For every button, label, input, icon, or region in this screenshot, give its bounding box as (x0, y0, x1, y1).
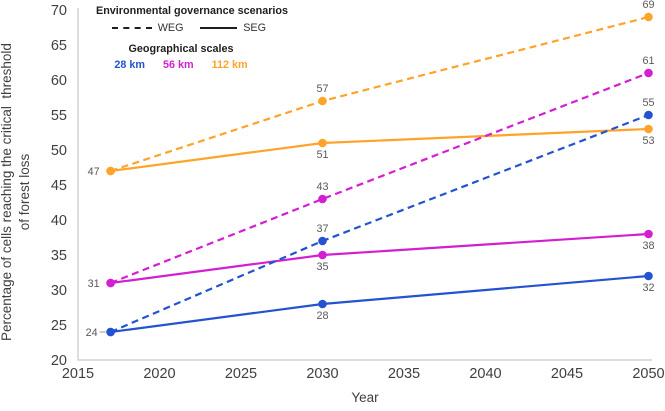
y-tick-25: 25 (51, 318, 67, 334)
y-axis-title: Percentage of cells reaching the critica… (0, 12, 38, 372)
weg-label: WEG (157, 22, 184, 34)
data-point (644, 68, 653, 78)
y-tick-70: 70 (51, 3, 67, 19)
y-tick-45: 45 (51, 178, 67, 194)
scale-item-28-km: 28 km (114, 59, 145, 71)
data-point (318, 138, 327, 148)
data-point (644, 110, 653, 120)
legend-governance-title: Environmental governance scenarios (96, 5, 289, 17)
series-line (110, 127, 649, 173)
data-label: 38 (642, 240, 654, 252)
data-label: 61 (642, 55, 654, 67)
y-tick-50: 50 (51, 143, 67, 159)
y-axis-title-line1: Percentage of cells reaching the critica… (0, 43, 14, 341)
series-56-km-seg: 31 35 38 (88, 229, 655, 290)
data-label: 37 (316, 223, 328, 235)
data-label: 35 (316, 261, 328, 273)
data-label: 57 (316, 83, 328, 95)
data-label: 51 (316, 149, 328, 161)
data-label: 43 (316, 181, 328, 193)
legend-scales-row: 28 km 56 km 112 km (96, 59, 266, 71)
data-label: 55 (642, 97, 654, 109)
data-label: 32 (642, 282, 654, 294)
y-tick-30: 30 (51, 283, 67, 299)
scale-item-112-km: 112 km (211, 59, 248, 71)
series-line (110, 274, 649, 334)
x-tick-2050: 2050 (632, 366, 664, 382)
data-point (106, 278, 115, 288)
y-axis-title-line2: of forest loss (16, 153, 32, 231)
data-point (644, 124, 653, 134)
series-112-km-seg: 47 51 53 (88, 124, 655, 178)
data-point (106, 166, 115, 176)
y-tick-60: 60 (51, 73, 67, 89)
legend-governance-row: WEG SEG (112, 22, 266, 34)
data-point (318, 299, 327, 309)
legend: Environmental governance scenarios WEG S… (96, 5, 289, 71)
x-tick-2045: 2045 (551, 366, 583, 382)
weg-dashed-line-sample (112, 27, 152, 29)
seg-label: SEG (243, 22, 266, 34)
seg-solid-line-sample (200, 27, 238, 29)
series-line (110, 232, 649, 285)
series-28-km-seg: 24 28 32 (86, 271, 655, 339)
data-label: 31 (88, 278, 100, 290)
y-tick-20: 20 (51, 353, 67, 369)
data-label: 47 (88, 166, 100, 178)
x-tick-2035: 2035 (388, 366, 420, 382)
x-tick-2015: 2015 (62, 366, 94, 382)
x-tick-2030: 2030 (306, 366, 338, 382)
y-tick-35: 35 (51, 248, 67, 264)
data-label: 28 (316, 310, 328, 322)
data-point (644, 229, 653, 239)
x-tick-2025: 2025 (225, 366, 257, 382)
scale-item-56-km: 56 km (162, 59, 194, 71)
data-point (318, 250, 327, 260)
data-label: 24 (86, 327, 98, 339)
data-point (318, 96, 327, 106)
data-label: 53 (642, 135, 654, 147)
data-point (644, 271, 653, 281)
data-point (318, 194, 327, 204)
data-point (644, 12, 653, 22)
y-tick-40: 40 (51, 213, 67, 229)
data-point (318, 236, 327, 246)
y-tick-65: 65 (51, 38, 67, 54)
series-56-km-weg: 43 61 (106, 55, 655, 288)
x-tick-2020: 2020 (143, 366, 175, 382)
series-line (110, 71, 649, 285)
x-axis-title: Year (351, 390, 379, 405)
legend-scales-title: Geographical scales (128, 43, 234, 55)
axis-lines (77, 8, 652, 361)
data-label: 69 (642, 0, 654, 11)
data-point (106, 327, 115, 337)
y-tick-55: 55 (51, 108, 67, 124)
x-tick-2040: 2040 (469, 366, 501, 382)
